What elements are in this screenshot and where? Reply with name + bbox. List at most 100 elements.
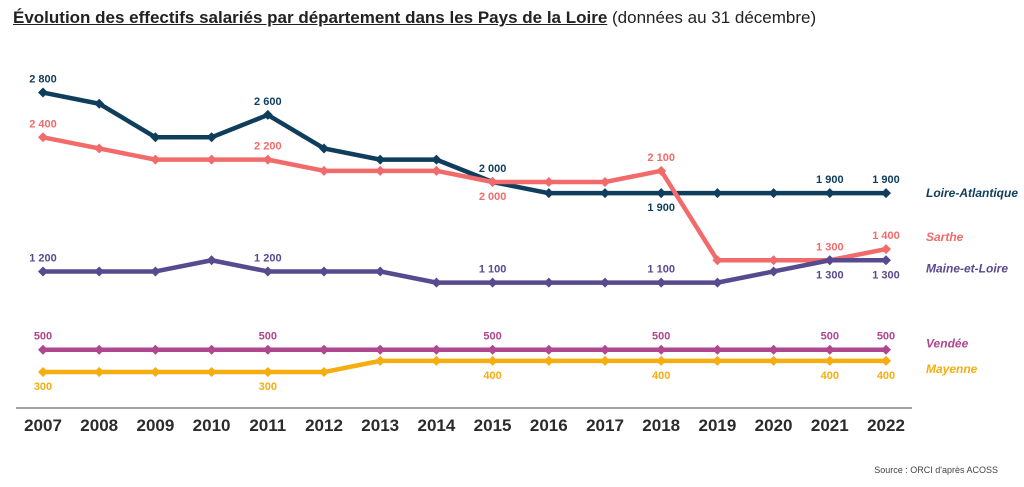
data-point xyxy=(712,344,723,355)
data-label: 1 200 xyxy=(29,252,57,264)
data-point xyxy=(656,165,667,176)
data-point xyxy=(712,255,723,266)
data-point xyxy=(94,266,105,277)
x-tick-label: 2017 xyxy=(586,416,624,435)
legend-label: Vendée xyxy=(926,337,969,351)
data-point xyxy=(712,355,723,366)
data-label: 500 xyxy=(877,331,895,343)
data-label: 400 xyxy=(483,370,501,382)
data-point xyxy=(319,165,329,176)
data-point xyxy=(881,188,891,199)
data-point xyxy=(150,344,161,355)
data-label: 300 xyxy=(34,381,52,393)
data-point xyxy=(487,277,498,288)
data-label: 1 300 xyxy=(872,269,900,281)
data-point xyxy=(712,188,723,199)
data-point xyxy=(206,344,217,355)
data-point xyxy=(431,355,442,366)
data-point xyxy=(543,344,554,355)
x-tick-label: 2010 xyxy=(193,416,231,435)
data-point xyxy=(206,132,217,143)
data-label: 2 200 xyxy=(254,141,282,153)
data-label: 1 300 xyxy=(816,241,844,253)
chart-subtitle: (données au 31 décembre) xyxy=(612,8,817,27)
data-label: 1 300 xyxy=(816,269,844,281)
data-label: 500 xyxy=(821,331,839,343)
data-point xyxy=(206,367,217,378)
data-label: 500 xyxy=(259,331,277,343)
data-point xyxy=(881,255,891,266)
data-point xyxy=(656,277,667,288)
data-point xyxy=(543,355,554,366)
data-point xyxy=(600,355,610,366)
data-point xyxy=(38,344,48,355)
data-point xyxy=(431,165,442,176)
data-label: 2 000 xyxy=(479,163,507,175)
legend-label: Maine-et-Loire xyxy=(926,261,1008,275)
chart-title: Évolution des effectifs salariés par dép… xyxy=(13,8,608,27)
data-label: 300 xyxy=(259,381,277,393)
data-label: 1 900 xyxy=(647,202,675,214)
data-point xyxy=(150,132,161,143)
data-label: 1 100 xyxy=(479,264,507,276)
data-point xyxy=(38,367,48,378)
data-point xyxy=(262,344,273,355)
data-point xyxy=(824,355,835,366)
data-point xyxy=(768,255,779,266)
data-point xyxy=(487,177,498,187)
data-point xyxy=(600,277,610,288)
data-point xyxy=(824,255,835,266)
x-tick-label: 2022 xyxy=(867,416,905,435)
data-point xyxy=(431,154,442,165)
data-label: 500 xyxy=(483,331,501,343)
source-note: Source : ORCI d'après ACOSS xyxy=(874,465,998,475)
data-point xyxy=(150,367,161,378)
data-label: 1 900 xyxy=(816,174,844,186)
data-point xyxy=(824,344,835,355)
legend-label: Mayenne xyxy=(926,362,978,376)
data-point xyxy=(487,355,498,366)
data-point xyxy=(94,344,105,355)
data-point xyxy=(319,266,329,277)
data-point xyxy=(38,132,48,143)
data-point xyxy=(881,244,891,255)
data-label: 1 900 xyxy=(872,174,900,186)
data-label: 2 400 xyxy=(29,118,57,130)
data-point xyxy=(262,109,273,120)
data-point xyxy=(262,367,273,378)
data-point xyxy=(543,177,554,187)
data-point xyxy=(881,355,891,366)
data-label: 2 100 xyxy=(647,152,675,164)
data-point xyxy=(487,344,498,355)
data-point xyxy=(375,355,386,366)
data-label: 500 xyxy=(34,331,52,343)
data-point xyxy=(712,277,723,288)
data-label: 2 600 xyxy=(254,96,282,108)
data-point xyxy=(38,87,48,98)
x-tick-label: 2014 xyxy=(417,416,455,435)
data-label: 400 xyxy=(877,370,895,382)
data-point xyxy=(543,188,554,199)
data-point xyxy=(768,355,779,366)
x-tick-label: 2015 xyxy=(474,416,512,435)
data-point xyxy=(881,344,891,355)
data-point xyxy=(206,255,217,266)
data-label: 1 200 xyxy=(254,252,282,264)
data-point xyxy=(94,367,105,378)
data-label: 2 800 xyxy=(29,74,57,86)
data-point xyxy=(600,188,610,199)
data-point xyxy=(600,344,610,355)
data-point xyxy=(206,154,217,165)
x-tick-label: 2008 xyxy=(80,416,118,435)
x-tick-label: 2013 xyxy=(361,416,399,435)
data-point xyxy=(375,344,386,355)
series-line xyxy=(40,135,889,263)
x-tick-label: 2021 xyxy=(811,416,849,435)
x-tick-label: 2012 xyxy=(305,416,343,435)
data-point xyxy=(319,367,329,378)
data-point xyxy=(150,154,161,165)
data-point xyxy=(375,154,386,165)
data-label: 400 xyxy=(652,370,670,382)
x-tick-label: 2020 xyxy=(755,416,793,435)
